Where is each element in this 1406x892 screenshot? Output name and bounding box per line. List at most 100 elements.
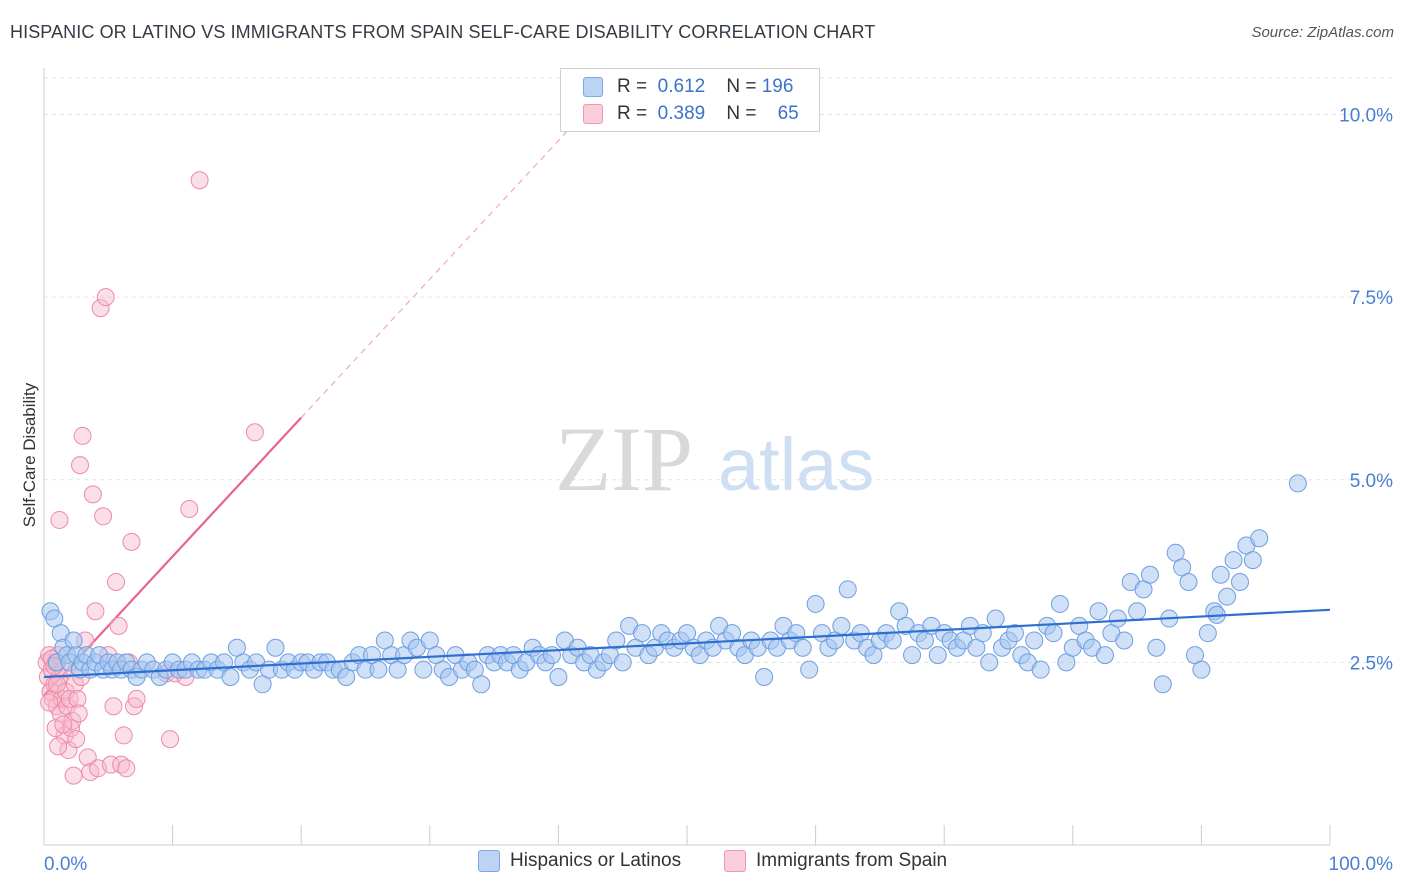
data-point-hispanic: [1140, 565, 1159, 584]
data-point-hispanic: [1050, 594, 1069, 613]
data-point-spain: [117, 759, 136, 778]
data-point-hispanic: [1147, 638, 1166, 657]
pink-trend-dashed: [300, 84, 611, 419]
data-point-spain: [86, 602, 105, 621]
data-point-hispanic: [221, 667, 240, 686]
data-point-hispanic: [1218, 587, 1237, 606]
bottom-legend-swatch-pink: [724, 850, 746, 872]
data-point-hispanic: [1108, 609, 1127, 628]
blue-trend-line: [43, 608, 1331, 679]
data-point-hispanic: [883, 631, 902, 650]
data-point-spain: [64, 766, 83, 785]
watermark: ZIP atlas: [555, 408, 874, 510]
data-point-hispanic: [1230, 573, 1249, 592]
pink-trend-line: [43, 84, 611, 697]
data-point-hispanic: [928, 646, 947, 665]
y-tick-label: 10.0%: [1339, 106, 1393, 127]
correlation-legend: R = 0.612 N = 196 R = 0.389 N = 65: [560, 68, 820, 132]
legend-r-label: R =: [617, 103, 648, 124]
data-point-hispanic: [793, 638, 812, 657]
data-point-hispanic: [549, 667, 568, 686]
data-point-spain: [94, 507, 113, 526]
legend-n-value: 196: [761, 76, 794, 97]
data-point-hispanic: [980, 653, 999, 672]
data-point-hispanic: [1115, 631, 1134, 650]
data-point-hispanic: [903, 646, 922, 665]
data-point-hispanic: [472, 675, 491, 694]
data-point-spain: [49, 737, 68, 756]
bottom-legend-label: Hispanics or Latinos: [510, 850, 682, 871]
y-tick-label: 7.5%: [1350, 288, 1393, 309]
data-point-spain: [107, 573, 126, 592]
data-point-hispanic: [1243, 551, 1262, 570]
data-point-hispanic: [800, 660, 819, 679]
y-axis-label: Self-Care Disability: [20, 382, 39, 527]
legend-n-value: 65: [777, 103, 799, 124]
data-point-hispanic: [1198, 624, 1217, 643]
data-point-hispanic: [1211, 565, 1230, 584]
data-point-spain: [114, 726, 133, 745]
watermark-zip: ZIP: [555, 408, 693, 510]
blue-trend-solid: [43, 608, 1331, 679]
watermark-atlas: atlas: [718, 423, 874, 506]
data-point-spain: [127, 689, 146, 708]
data-point-spain: [58, 697, 77, 716]
data-point-hispanic: [1192, 660, 1211, 679]
data-point-spain: [161, 730, 180, 749]
x-tick-label: 100.0%: [1329, 854, 1394, 875]
data-point-hispanic: [1005, 624, 1024, 643]
legend-row-hispanic: R = 0.612 N = 196: [583, 74, 793, 100]
chart-title: HISPANIC OR LATINO VS IMMIGRANTS FROM SP…: [10, 22, 876, 42]
data-point-spain: [190, 171, 209, 190]
data-point-hispanic: [986, 609, 1005, 628]
tick-labels: 2.5% 5.0% 7.5% 10.0% 0.0% 100.0%: [44, 106, 1393, 875]
data-point-hispanic: [64, 631, 83, 650]
bottom-legend-swatch-blue: [478, 850, 500, 872]
data-point-hispanic: [613, 653, 632, 672]
data-point-spain: [83, 485, 102, 504]
data-point-hispanic: [607, 631, 626, 650]
data-point-spain: [54, 715, 73, 734]
data-point-spain: [50, 510, 69, 529]
data-point-hispanic: [414, 660, 433, 679]
data-point-hispanic: [1128, 602, 1147, 621]
legend-n-label: N =: [726, 76, 757, 97]
bottom-legend-label: Immigrants from Spain: [756, 850, 948, 871]
legend-r-value: 0.612: [657, 76, 706, 97]
bottom-legend-spain: Immigrants from Spain: [724, 850, 947, 872]
data-point-hispanic: [1089, 602, 1108, 621]
data-point-spain: [73, 426, 92, 445]
data-point-hispanic: [1224, 551, 1243, 570]
data-point-spain: [40, 693, 59, 712]
data-point-spain: [69, 704, 88, 723]
data-point-hispanic: [369, 660, 388, 679]
data-point-spain: [112, 755, 131, 774]
bottom-legend-hispanic: Hispanics or Latinos: [478, 850, 681, 872]
data-point-spain: [67, 730, 86, 749]
data-point-hispanic: [806, 594, 825, 613]
data-point-spain: [109, 616, 128, 635]
data-point-hispanic: [1250, 529, 1269, 548]
legend-swatch-blue: [583, 77, 603, 97]
data-point-spain: [71, 456, 90, 475]
y-tick-label: 5.0%: [1350, 471, 1393, 492]
data-point-hispanic: [632, 624, 651, 643]
data-point-hispanic: [838, 580, 857, 599]
y-tick-label: 2.5%: [1350, 653, 1393, 674]
data-point-spain: [60, 689, 79, 708]
data-point-hispanic: [1179, 573, 1198, 592]
source-label: Source: ZipAtlas.com: [1251, 24, 1394, 41]
legend-r-label: R =: [617, 76, 648, 97]
data-point-hispanic: [832, 616, 851, 635]
data-point-spain: [245, 423, 264, 442]
data-point-spain: [96, 288, 115, 307]
legend-n-label: N =: [726, 103, 757, 124]
data-point-hispanic: [1153, 675, 1172, 694]
data-point-hispanic: [1044, 624, 1063, 643]
legend-swatch-pink: [583, 104, 603, 124]
legend-r-value: 0.389: [657, 103, 706, 124]
x-tick-label: 0.0%: [44, 854, 87, 875]
data-point-spain: [78, 748, 97, 767]
data-point-hispanic: [266, 638, 285, 657]
